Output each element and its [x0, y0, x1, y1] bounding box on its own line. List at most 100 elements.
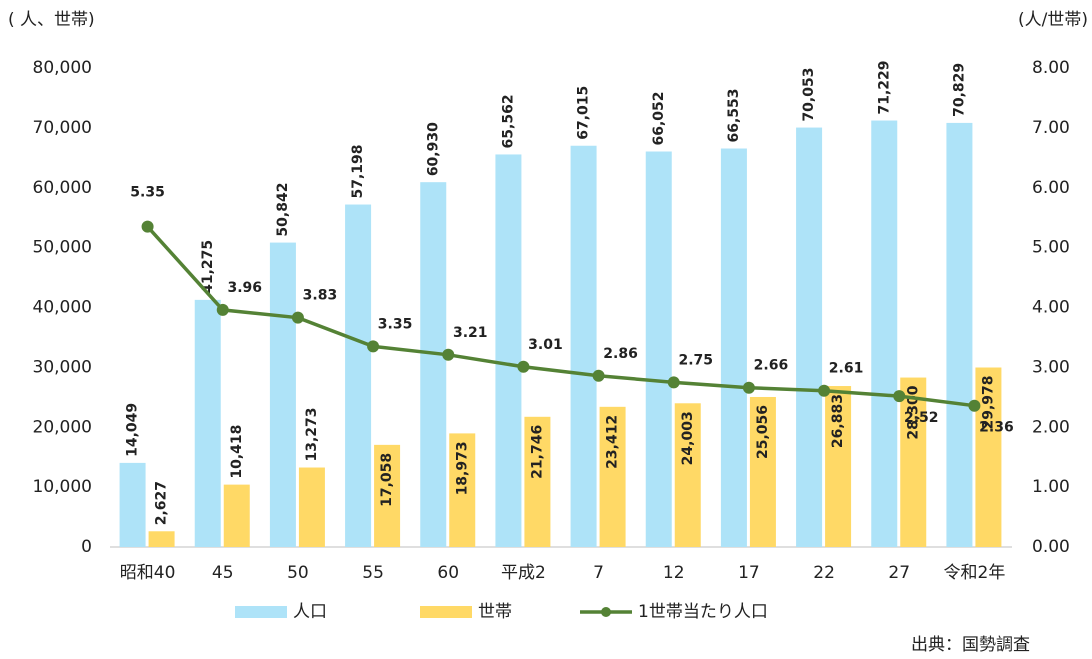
data-label: 2.61: [829, 361, 864, 377]
line-point: [818, 384, 831, 397]
y2-tick-label: 6.00: [1032, 178, 1070, 198]
line-point: [667, 376, 680, 389]
data-label: 70,053: [801, 68, 817, 122]
data-label: 70,829: [951, 63, 967, 117]
data-label: 3.35: [378, 316, 413, 332]
data-label: 2.75: [678, 352, 713, 368]
data-label: 2.86: [603, 346, 638, 362]
x-tick-label: 50: [287, 563, 309, 583]
y2-axis-label: (人/世帯): [1018, 10, 1088, 30]
source: 出典：国勢調査: [911, 635, 1030, 655]
data-label: 23,412: [605, 415, 621, 469]
data-label: 41,275: [200, 240, 216, 294]
bar: [570, 145, 597, 547]
y2-tick-label: 8.00: [1032, 58, 1070, 78]
x-tick-label: 22: [813, 563, 835, 583]
bar: [975, 367, 1002, 547]
y2-tick-label: 3.00: [1032, 357, 1070, 377]
legend-swatch: [235, 606, 287, 618]
x-tick-label: 27: [888, 563, 910, 583]
bar: [119, 462, 146, 547]
bar: [825, 386, 852, 547]
line-point: [291, 311, 304, 324]
x-tick-label: 昭和40: [120, 563, 176, 583]
line-point: [517, 360, 530, 373]
data-label: 29,978: [980, 376, 996, 430]
x-tick-label: 17: [738, 563, 760, 583]
bar: [374, 444, 401, 547]
bar: [420, 182, 447, 547]
data-label: 3.83: [303, 288, 338, 304]
y-axis-label: ( 人、世帯): [8, 10, 95, 30]
data-label: 24,003: [680, 411, 696, 465]
data-label: 3.01: [528, 337, 563, 353]
data-label: 2,627: [154, 481, 170, 525]
legend-label: 世帯: [478, 602, 512, 622]
data-label: 10,418: [229, 425, 245, 479]
bar: [223, 484, 250, 547]
bar: [524, 416, 551, 547]
bar: [674, 403, 701, 547]
y-tick-label: 80,000: [33, 58, 92, 78]
data-label: 67,015: [576, 86, 592, 140]
data-label: 18,973: [454, 441, 470, 495]
data-label: 60,930: [425, 122, 441, 176]
bar: [946, 122, 973, 547]
data-label: 66,553: [726, 88, 742, 142]
bar: [796, 127, 823, 547]
x-tick-label: 令和2年: [944, 563, 1006, 583]
bar: [269, 242, 296, 547]
legend-label: 人口: [293, 602, 327, 622]
data-label: 17,058: [379, 453, 395, 507]
x-tick-label: 7: [593, 563, 604, 583]
bar: [599, 406, 626, 547]
data-label: 3.96: [227, 280, 262, 296]
x-tick-label: 45: [212, 563, 234, 583]
data-label: 13,273: [304, 407, 320, 461]
y2-tick-label: 1.00: [1032, 477, 1070, 497]
x-tick-label: 平成2: [501, 563, 546, 583]
bar: [900, 377, 927, 547]
data-label: 71,229: [876, 60, 892, 114]
y-tick-label: 50,000: [33, 238, 92, 258]
data-label: 57,198: [350, 144, 366, 198]
data-label: 2.66: [754, 358, 789, 374]
data-label: 26,883: [830, 394, 846, 448]
data-label: 21,746: [529, 425, 545, 479]
data-label: 25,056: [755, 405, 771, 459]
y-tick-label: 20,000: [33, 417, 92, 437]
bar: [645, 151, 672, 547]
y-tick-label: 0: [81, 537, 92, 557]
data-label: 65,562: [500, 94, 516, 148]
line: [146, 225, 975, 408]
y2-tick-label: 5.00: [1032, 238, 1070, 258]
y-tick-label: 70,000: [33, 118, 92, 138]
y2-tick-label: 2.00: [1032, 417, 1070, 437]
line-point: [968, 399, 981, 412]
data-label: 2.52: [904, 410, 939, 426]
bar: [194, 299, 221, 547]
data-label: 14,049: [125, 403, 141, 457]
data-label: 2.36: [979, 420, 1014, 436]
bar: [495, 154, 522, 548]
data-label: 66,052: [651, 91, 667, 145]
y2-tick-label: 0.00: [1032, 537, 1070, 557]
y-tick-label: 40,000: [33, 298, 92, 318]
bar: [345, 204, 372, 547]
bar: [871, 120, 898, 548]
y-tick-label: 60,000: [33, 178, 92, 198]
legend-swatch: [420, 606, 472, 618]
line-point: [592, 369, 605, 382]
data-label: 50,842: [275, 183, 291, 237]
legend-swatch: [601, 607, 611, 617]
y2-tick-label: 4.00: [1032, 298, 1070, 318]
x-tick-label: 55: [362, 563, 384, 583]
bar: [749, 396, 776, 547]
line-point: [367, 340, 380, 353]
data-label: 5.35: [130, 185, 165, 201]
bar: [720, 148, 747, 547]
bar: [298, 467, 325, 547]
bar: [449, 433, 476, 547]
line-point: [742, 381, 755, 394]
